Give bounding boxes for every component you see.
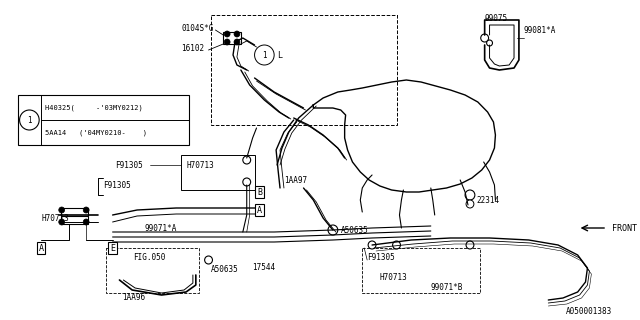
Text: 0104S*G: 0104S*G [181, 23, 214, 33]
Bar [106, 248, 199, 293]
Bar [61, 216, 88, 224]
Circle shape [205, 256, 212, 264]
Text: F91305: F91305 [367, 253, 395, 262]
Bar [211, 15, 397, 125]
Circle shape [481, 34, 488, 42]
Circle shape [83, 219, 89, 225]
Text: 1: 1 [27, 116, 32, 124]
Circle shape [224, 39, 230, 45]
Circle shape [243, 178, 251, 186]
Text: H70713: H70713 [41, 213, 69, 222]
Text: 1AA97: 1AA97 [284, 175, 307, 185]
Circle shape [466, 241, 474, 249]
Text: F91305: F91305 [116, 161, 143, 170]
Text: 99075: 99075 [484, 13, 508, 22]
Circle shape [466, 200, 474, 208]
Circle shape [234, 39, 240, 45]
Text: 99081*A: 99081*A [524, 26, 556, 35]
Bar [223, 32, 241, 44]
Text: 22314: 22314 [477, 196, 500, 204]
Circle shape [224, 31, 230, 37]
Circle shape [243, 156, 251, 164]
Text: A: A [257, 205, 262, 214]
Bar [181, 155, 255, 190]
Circle shape [392, 241, 401, 249]
Text: 99071*A: 99071*A [145, 223, 177, 233]
Text: B: B [257, 188, 262, 196]
Text: 99071*B: 99071*B [431, 284, 463, 292]
Circle shape [83, 207, 89, 213]
Circle shape [234, 31, 240, 37]
Bar [61, 208, 88, 216]
Text: 16102: 16102 [181, 44, 204, 52]
Text: A050001383: A050001383 [566, 308, 612, 316]
Text: E: E [110, 244, 115, 252]
Text: FIG.050: FIG.050 [132, 253, 165, 262]
Text: FRONT: FRONT [612, 223, 637, 233]
Circle shape [368, 241, 376, 249]
Circle shape [59, 219, 65, 225]
Text: A50635: A50635 [211, 266, 238, 275]
Text: 1AA96: 1AA96 [122, 293, 145, 302]
Text: 1: 1 [262, 51, 267, 60]
Circle shape [328, 225, 338, 235]
Text: H70713: H70713 [380, 274, 408, 283]
Bar [362, 248, 480, 293]
Circle shape [59, 207, 65, 213]
Circle shape [465, 190, 475, 200]
Text: F91305: F91305 [103, 180, 131, 189]
Text: L: L [277, 51, 282, 60]
Text: A50635: A50635 [340, 226, 369, 235]
Text: 17544: 17544 [253, 263, 276, 273]
Text: H70713: H70713 [186, 161, 214, 170]
Bar [18, 95, 189, 145]
Text: 5AA14   ('04MY0210-    ): 5AA14 ('04MY0210- ) [45, 130, 147, 136]
Text: H40325(     -'03MY0212): H40325( -'03MY0212) [45, 105, 143, 111]
Text: A: A [38, 244, 44, 252]
Circle shape [486, 40, 493, 46]
